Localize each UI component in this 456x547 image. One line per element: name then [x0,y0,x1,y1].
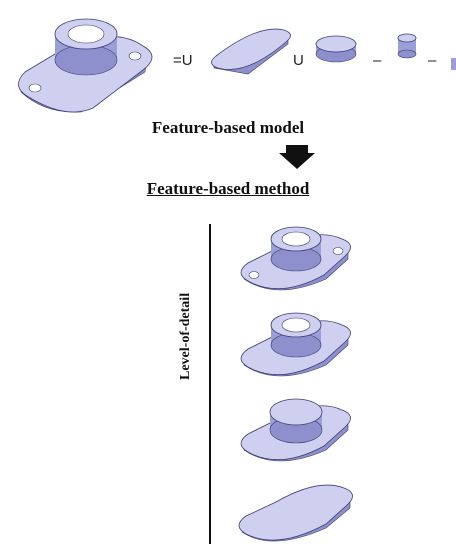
full-part [18,18,153,113]
lod-level-2 [240,312,351,377]
level-of-detail-label: Level-of-detail [178,292,193,380]
union-operator-1: =U [173,52,193,69]
union-operator-2: U [293,52,304,69]
feature-based-model-title: Feature-based model [151,118,305,137]
cut-off-primitive [451,58,456,70]
lod-level-1 [240,226,351,291]
plate-primitive [211,28,291,75]
hole-primitive [397,33,417,59]
lod-level-3 [240,398,351,462]
down-arrow-icon [279,145,315,169]
subtract-operator-2: – [428,52,437,69]
subtract-operator-1: – [373,52,382,69]
feature-based-method-title: Feature-based method [146,179,310,198]
cylinder-primitive [315,35,357,63]
lod-level-4 [238,484,353,542]
